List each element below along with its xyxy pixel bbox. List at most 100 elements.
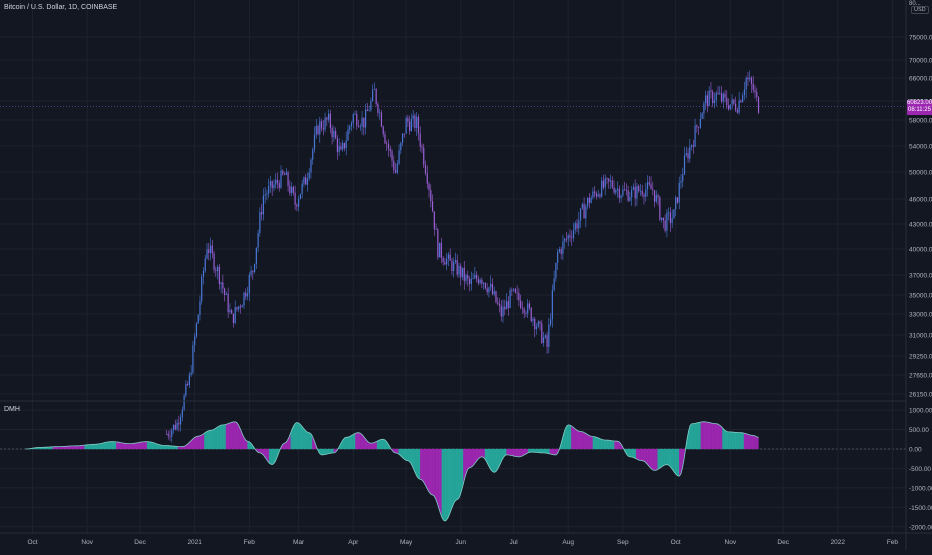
dmh-area-segment — [630, 449, 632, 457]
candle-body — [333, 131, 334, 137]
candle-body — [175, 425, 176, 430]
dmh-area-segment — [574, 428, 576, 449]
candle-body — [201, 277, 202, 301]
dmh-area-segment — [246, 440, 248, 449]
time-tick-label: Sep — [617, 539, 629, 546]
candle-body — [312, 149, 313, 159]
candle-body — [631, 190, 632, 197]
dmh-area-segment — [303, 428, 305, 449]
candle-body — [511, 290, 512, 291]
dmh-area-segment — [735, 432, 737, 449]
dmh-area-segment — [454, 449, 456, 503]
dmh-area-segment — [702, 422, 704, 449]
dmh-area-segment — [604, 440, 606, 449]
price-axis[interactable]: 75000.0070000.0066000.0062000.0058000.00… — [909, 35, 932, 399]
candle-body — [414, 116, 415, 128]
candle-body — [749, 78, 750, 80]
candle-body — [617, 189, 618, 190]
candle-body — [562, 241, 563, 254]
candle-body — [245, 293, 246, 297]
candle-body — [421, 146, 422, 147]
dmh-area-segment — [699, 422, 701, 449]
dmh-area-segment — [218, 426, 220, 449]
candle-body — [467, 275, 468, 279]
candle-body — [515, 289, 516, 292]
candle-body — [323, 129, 324, 130]
symbol-title[interactable]: Bitcoin / U.S. Dollar, 1D, COINBASE — [4, 4, 117, 11]
candle-body — [369, 110, 370, 111]
candle-body — [384, 134, 385, 143]
dmh-area-segment — [519, 449, 521, 457]
candle-body — [478, 279, 479, 283]
price-tick-label: 40000.00 — [909, 247, 932, 254]
candle-body — [266, 194, 267, 195]
candle-body — [194, 336, 195, 345]
candle-body — [289, 186, 290, 193]
candle-body — [680, 181, 681, 183]
dmh-area-segment — [741, 433, 743, 449]
candle-body — [379, 112, 380, 113]
price-tick-label: 46000.00 — [909, 197, 932, 204]
dmh-area-segment — [590, 436, 592, 449]
dmh-area-segment — [712, 423, 714, 449]
candle-body — [628, 191, 629, 201]
dmh-area-segment — [724, 429, 726, 449]
candle-body — [693, 145, 694, 146]
dmh-area-segment — [470, 449, 472, 468]
dmh-area-segment — [571, 426, 573, 449]
candle-body — [687, 153, 688, 158]
candle-body — [235, 307, 236, 323]
time-tick-label: Aug — [562, 539, 574, 546]
candle-body — [240, 306, 241, 307]
candle-body — [469, 279, 470, 284]
price-tick-label: 31000.00 — [909, 333, 932, 340]
candle-layer[interactable] — [166, 70, 759, 442]
candle-body — [425, 165, 426, 174]
candle-body — [208, 249, 209, 253]
dmh-area-segment — [305, 430, 307, 449]
candle-body — [307, 178, 308, 184]
candle-body — [450, 255, 451, 261]
currency-badge[interactable]: USD — [911, 6, 929, 14]
candle-body — [591, 198, 592, 204]
dmh-histogram[interactable] — [26, 422, 759, 521]
indicator-title[interactable]: DMH — [4, 406, 20, 413]
candle-body — [585, 207, 586, 219]
dmh-area-segment — [96, 444, 98, 449]
dmh-area-segment — [582, 432, 584, 449]
dmh-area-segment — [715, 424, 717, 449]
dmh-area-segment — [736, 432, 738, 449]
candle-body — [531, 308, 532, 321]
dmh-area-segment — [374, 442, 376, 449]
candle-body — [284, 174, 285, 175]
dmh-area-segment — [647, 449, 649, 466]
dmh-area-segment — [214, 429, 216, 449]
indicator-tick-label: -1000.00 — [909, 485, 932, 492]
dmh-area-segment — [725, 431, 727, 449]
candle-body — [407, 118, 408, 122]
candle-body — [539, 322, 540, 324]
dmh-area-segment — [668, 449, 670, 466]
candle-body — [256, 248, 257, 264]
candle-body — [492, 284, 493, 294]
candle-body — [502, 307, 503, 317]
dmh-area-segment — [513, 449, 515, 456]
candle-body — [601, 181, 602, 197]
dmh-area-segment — [468, 449, 470, 469]
indicator-axis[interactable]: 1000.00500.000.00-500.00-1000.00-1500.00… — [909, 408, 932, 532]
price-tick-label: 75000.00 — [909, 35, 932, 42]
candle-body — [598, 194, 599, 196]
candle-body — [173, 425, 174, 430]
dmh-area-segment — [99, 443, 101, 449]
dmh-area-segment — [309, 433, 311, 449]
dmh-area-segment — [672, 449, 674, 470]
dmh-area-segment — [636, 449, 638, 459]
dmh-area-segment — [221, 425, 223, 449]
dmh-area-segment — [408, 449, 410, 461]
candle-body — [295, 193, 296, 205]
dmh-area-segment — [94, 444, 96, 449]
candle-body — [552, 290, 553, 319]
